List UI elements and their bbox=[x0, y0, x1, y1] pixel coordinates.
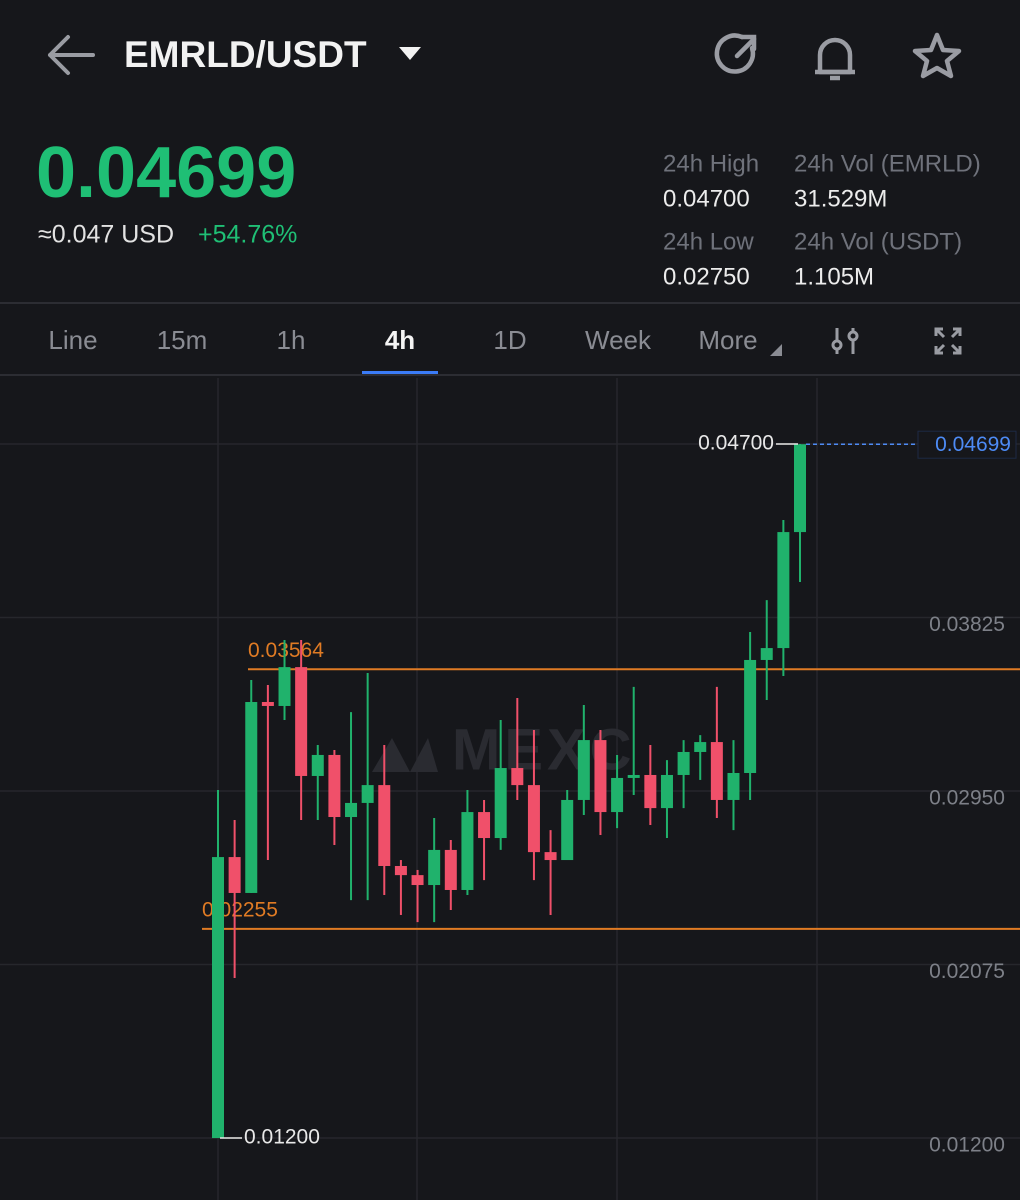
price-change: +54.76% bbox=[198, 221, 297, 249]
candle-body bbox=[527, 785, 540, 853]
candle-body bbox=[727, 772, 740, 800]
y-tick-label: 0.02950 bbox=[929, 787, 1005, 810]
stat-label: 24h Low bbox=[663, 228, 754, 255]
candle-body bbox=[345, 802, 358, 818]
candle-body bbox=[611, 777, 624, 813]
candle-body bbox=[378, 785, 391, 866]
candle-body bbox=[461, 812, 474, 890]
last-price-tag bbox=[917, 430, 1017, 459]
candle-body bbox=[245, 702, 258, 893]
candle-body bbox=[361, 785, 374, 803]
stat-value: 0.04700 bbox=[663, 185, 750, 212]
interval-tab[interactable]: 1h bbox=[277, 325, 306, 355]
candle-body bbox=[478, 812, 491, 839]
candle-body bbox=[760, 648, 773, 660]
candle-body bbox=[444, 849, 457, 890]
candle-body bbox=[660, 774, 673, 809]
usd-price: ≈0.047 USD bbox=[38, 221, 174, 249]
indicator-settings-icon[interactable] bbox=[831, 328, 859, 354]
candle-body bbox=[278, 667, 291, 706]
candle-body bbox=[328, 754, 341, 818]
favorite-icon[interactable] bbox=[912, 32, 962, 79]
candle-body bbox=[744, 659, 757, 773]
alert-icon[interactable] bbox=[815, 37, 855, 81]
candle-body bbox=[311, 754, 324, 776]
refresh-icon[interactable] bbox=[714, 33, 757, 74]
pair-title[interactable]: EMRLD/USDT bbox=[124, 34, 367, 75]
candle-body bbox=[295, 667, 308, 776]
candle-body bbox=[694, 742, 707, 752]
candlestick-chart: MEXC 0.04700 0.03825 0.02950 0.02075 0.01200… bbox=[0, 378, 1020, 1200]
candle-body bbox=[494, 768, 507, 839]
more-caret bbox=[770, 344, 782, 356]
candle-body bbox=[794, 444, 806, 533]
candle-body bbox=[544, 852, 557, 861]
y-tick-label: 0.02075 bbox=[929, 960, 1005, 983]
candle-body bbox=[594, 740, 607, 813]
stat-label: 24h High bbox=[663, 150, 759, 177]
back-button[interactable] bbox=[48, 35, 95, 75]
interval-tab[interactable]: 4h bbox=[385, 325, 415, 355]
stat-value: 31.529M bbox=[794, 185, 887, 212]
candle-body bbox=[212, 857, 224, 1139]
stats: 24h High 0.04700 24h Vol (EMRLD) 31.529M 24h… bbox=[663, 150, 981, 290]
y-tick-label: 0.03825 bbox=[929, 613, 1005, 636]
candle-body bbox=[777, 532, 790, 649]
candle-body bbox=[228, 857, 241, 893]
price-level-label: 0.03564 bbox=[248, 639, 324, 662]
interval-tabs: Line 15m 1h 4h 1D Week More bbox=[48, 325, 782, 375]
stat-value: 0.02750 bbox=[663, 263, 750, 290]
interval-tab[interactable]: 15m bbox=[157, 325, 208, 355]
candle-body bbox=[677, 751, 690, 775]
watermark: MEXC bbox=[452, 717, 636, 782]
min-label: 0.01200 bbox=[244, 1126, 320, 1149]
max-label: 0.04700 bbox=[698, 432, 774, 455]
candle-body bbox=[261, 702, 274, 706]
active-tab-indicator bbox=[362, 371, 438, 375]
candle-body bbox=[561, 799, 574, 861]
stat-value: 1.105M bbox=[794, 263, 874, 290]
candle-body bbox=[394, 865, 407, 876]
pair-dropdown[interactable] bbox=[399, 47, 421, 60]
fullscreen-icon[interactable] bbox=[934, 327, 962, 355]
candle-body bbox=[428, 849, 441, 886]
interval-tab[interactable]: Week bbox=[585, 325, 652, 355]
y-tick-label: 0.01200 bbox=[929, 1134, 1005, 1157]
candle-body bbox=[644, 774, 657, 809]
interval-tab[interactable]: 1D bbox=[493, 325, 526, 355]
candle-body bbox=[577, 740, 590, 800]
last-price-label: 0.04699 bbox=[935, 433, 1011, 456]
candle-body bbox=[627, 774, 640, 778]
candle-body bbox=[411, 875, 424, 886]
stat-label: 24h Vol (EMRLD) bbox=[794, 150, 981, 177]
candle-body bbox=[710, 742, 723, 800]
watermark-logo bbox=[372, 738, 438, 772]
candle-body bbox=[511, 768, 524, 786]
stat-label: 24h Vol (USDT) bbox=[794, 228, 962, 255]
last-price: 0.04699 bbox=[36, 133, 296, 213]
interval-tab[interactable]: More bbox=[698, 325, 757, 355]
interval-tab[interactable]: Line bbox=[48, 325, 97, 355]
